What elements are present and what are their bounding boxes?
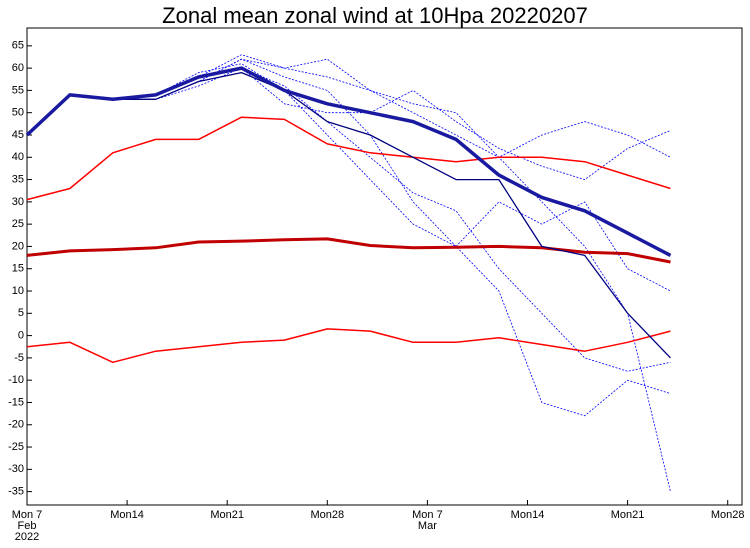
y-tick-label: 15 xyxy=(12,263,24,275)
series-line xyxy=(26,58,671,492)
y-tick-label: -15 xyxy=(8,396,24,408)
y-tick-label: 50 xyxy=(12,107,24,119)
y-tick-label: 55 xyxy=(12,84,24,96)
y-tick-label: 65 xyxy=(12,40,24,52)
x-tick-label: Mon 7 xyxy=(12,509,43,521)
x-sublabel: Feb xyxy=(18,520,37,532)
series-line xyxy=(26,116,671,201)
x-tick-label: Mon28 xyxy=(310,509,344,521)
y-tick-label: 60 xyxy=(12,62,24,74)
y-tick-label: -30 xyxy=(8,463,24,475)
series-line xyxy=(26,67,671,180)
y-tick-label: 35 xyxy=(12,173,24,185)
y-tick-label: 25 xyxy=(12,218,24,230)
y-tick-label: 10 xyxy=(12,285,24,297)
series-line xyxy=(26,54,671,158)
x-tick-label: Mon21 xyxy=(611,509,645,521)
x-sublabel: 2022 xyxy=(15,531,39,543)
y-tick-label: 5 xyxy=(18,307,24,319)
y-tick-label: 40 xyxy=(12,151,24,163)
y-tick-label: 45 xyxy=(12,129,24,141)
y-tick-label: -35 xyxy=(8,486,24,498)
x-tick-label: Mon 7 xyxy=(412,509,443,521)
y-tick-label: 0 xyxy=(18,330,24,342)
x-tick-label: Mon28 xyxy=(711,509,745,521)
series-line xyxy=(26,237,671,264)
plot-frame xyxy=(26,27,743,506)
series-line xyxy=(26,58,671,417)
series-line xyxy=(26,328,671,364)
series-line xyxy=(26,67,671,372)
x-tick-label: Mon14 xyxy=(110,509,144,521)
x-tick-label: Mon21 xyxy=(210,509,244,521)
y-tick-label: 30 xyxy=(12,196,24,208)
series-line xyxy=(26,71,671,359)
y-tick-label: -10 xyxy=(8,374,24,386)
y-tick-label: -25 xyxy=(8,441,24,453)
y-tick-label: -20 xyxy=(8,419,24,431)
y-tick-label: -5 xyxy=(14,352,24,364)
series-line xyxy=(25,66,672,257)
chart-title: Zonal mean zonal wind at 10Hpa 20220207 xyxy=(162,3,588,28)
x-tick-label: Mon14 xyxy=(511,509,545,521)
x-sublabel: Mar xyxy=(418,520,437,532)
y-tick-label: 20 xyxy=(12,240,24,252)
